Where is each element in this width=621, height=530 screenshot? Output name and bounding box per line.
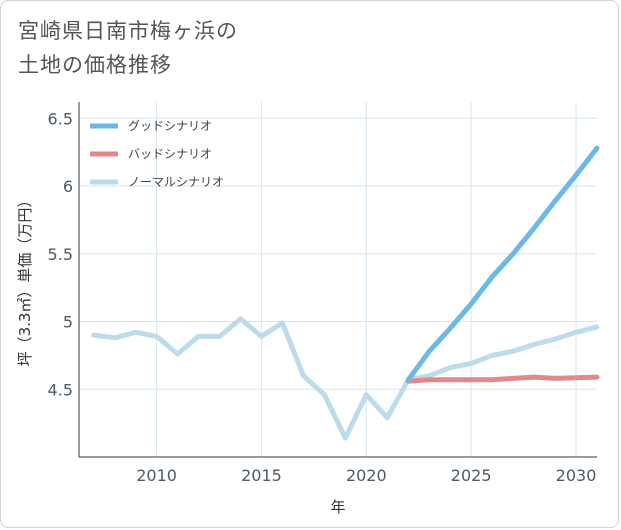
x-tick-label: 2015 — [241, 466, 282, 485]
y-tick-label: 6.5 — [48, 109, 73, 128]
chart-title: 宮崎県日南市梅ヶ浜の 土地の価格推移 — [18, 14, 238, 82]
y-tick-label: 5 — [63, 313, 73, 332]
y-tick-label: 6 — [63, 177, 73, 196]
series-line-1 — [405, 374, 600, 384]
series-lines — [91, 145, 600, 441]
x-tick-label: 2025 — [451, 466, 492, 485]
legend-item-1[interactable]: バッドシナリオ — [90, 147, 212, 161]
legend-label: ノーマルシナリオ — [128, 175, 224, 189]
legend-item-2[interactable]: ノーマルシナリオ — [90, 175, 224, 189]
x-tick-label: 2030 — [556, 466, 597, 485]
y-tick-label: 4.5 — [48, 380, 73, 399]
y-tick-label: 5.5 — [48, 245, 73, 264]
x-tick-label: 2020 — [346, 466, 387, 485]
title-line-1: 宮崎県日南市梅ヶ浜の — [18, 19, 238, 43]
axes — [78, 102, 597, 458]
x-tick-label: 2010 — [136, 466, 177, 485]
tick-labels: 2010 2015 2020 2025 2030 4.5 5 5.5 6 6.5 — [48, 109, 597, 485]
series-line-0 — [405, 145, 600, 383]
legend-label: グッドシナリオ — [128, 119, 212, 133]
title-line-2: 土地の価格推移 — [18, 53, 172, 77]
legend-label: バッドシナリオ — [128, 147, 212, 161]
x-axis-title: 年 — [330, 498, 345, 516]
legend-item-0[interactable]: グッドシナリオ — [90, 119, 212, 133]
series-line-2 — [91, 316, 600, 441]
y-axis-title: 坪（3.3㎡）単価（万円） — [16, 193, 34, 367]
